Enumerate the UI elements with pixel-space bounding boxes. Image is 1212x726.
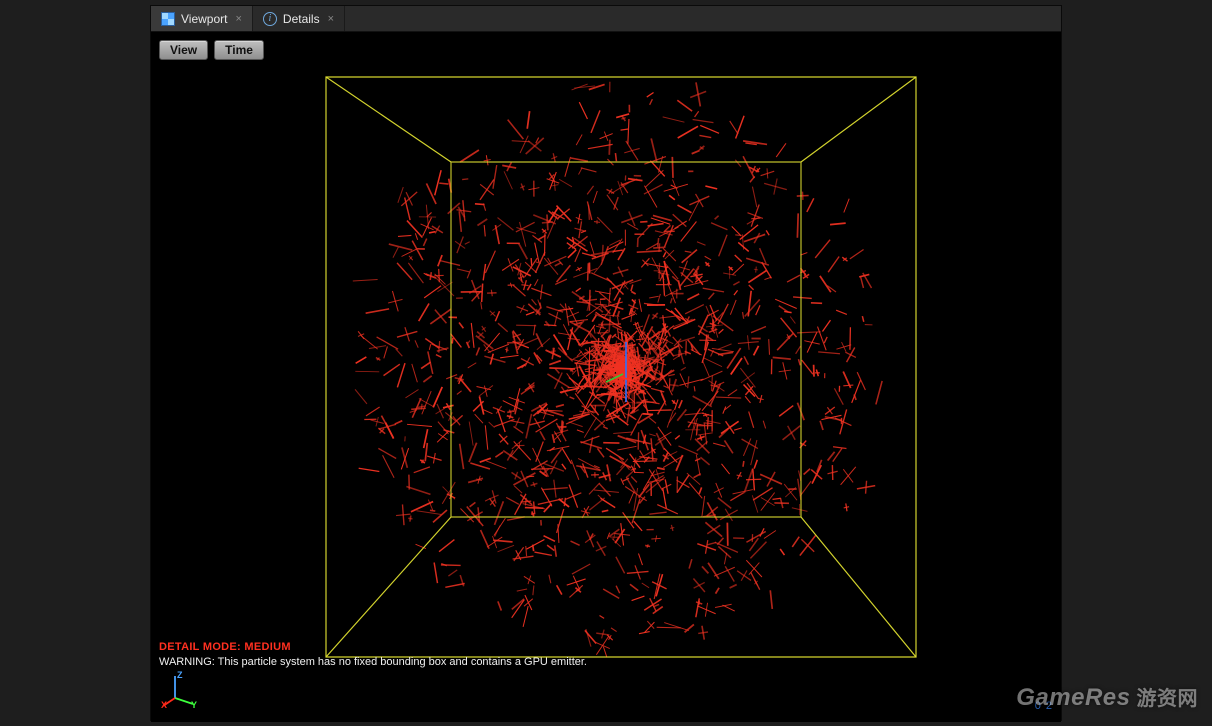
tab-bar: Viewport × i Details ×	[151, 6, 1061, 32]
details-tab-icon: i	[263, 12, 277, 26]
view-button[interactable]: View	[159, 40, 208, 60]
close-icon[interactable]: ×	[328, 13, 334, 25]
viewport[interactable]: View Time DETAIL MODE: MEDIUM WARNING: T…	[151, 32, 1061, 720]
axis-gizmo: Z Y X	[161, 670, 201, 710]
watermark-brand: GameRes	[1016, 684, 1130, 712]
viewport-tab-icon	[161, 12, 175, 26]
svg-text:Z: Z	[177, 670, 183, 680]
tab-label: Viewport	[181, 12, 227, 26]
viewport-canvas[interactable]	[151, 32, 1061, 722]
svg-text:Y: Y	[191, 700, 197, 710]
watermark-cjk: 游资网	[1137, 682, 1199, 711]
close-icon[interactable]: ×	[235, 13, 241, 25]
status-block: DETAIL MODE: MEDIUM WARNING: This partic…	[159, 640, 587, 670]
panel-frame: Viewport × i Details × View Time DETAIL …	[150, 5, 1062, 721]
tab-details[interactable]: i Details ×	[253, 6, 345, 31]
watermark: GameRes 游资网	[1016, 682, 1198, 712]
viewport-toolbar: View Time	[159, 40, 264, 60]
detail-mode-text: DETAIL MODE: MEDIUM	[159, 640, 587, 655]
svg-text:X: X	[161, 700, 167, 710]
tab-viewport[interactable]: Viewport ×	[151, 6, 253, 31]
time-button[interactable]: Time	[214, 40, 264, 60]
warning-text: WARNING: This particle system has no fix…	[159, 655, 587, 670]
tab-label: Details	[283, 12, 320, 26]
